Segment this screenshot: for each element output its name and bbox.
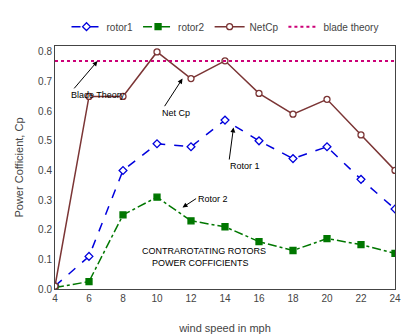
svg-text:0.1: 0.1 <box>38 254 52 265</box>
svg-text:4: 4 <box>52 293 58 304</box>
svg-text:blade theory: blade theory <box>323 22 378 33</box>
svg-text:0.2: 0.2 <box>38 224 52 235</box>
svg-text:0.6: 0.6 <box>38 106 52 117</box>
svg-text:0.8: 0.8 <box>38 46 52 57</box>
svg-text:0.3: 0.3 <box>38 195 52 206</box>
svg-text:wind speed in mph: wind speed in mph <box>178 322 271 334</box>
svg-text:8: 8 <box>120 293 126 304</box>
svg-text:22: 22 <box>355 293 367 304</box>
svg-text:Power Cofficient, Cp: Power Cofficient, Cp <box>13 117 25 217</box>
svg-text:20: 20 <box>321 293 333 304</box>
svg-text:14: 14 <box>219 293 231 304</box>
svg-text:12: 12 <box>185 293 197 304</box>
svg-text:24: 24 <box>389 293 401 304</box>
svg-text:18: 18 <box>287 293 299 304</box>
svg-text:0.5: 0.5 <box>38 135 52 146</box>
svg-text:16: 16 <box>253 293 265 304</box>
svg-text:10: 10 <box>151 293 163 304</box>
svg-text:Rotor 2: Rotor 2 <box>198 194 228 204</box>
svg-text:Net Cp: Net Cp <box>162 108 190 118</box>
svg-text:0.0: 0.0 <box>38 284 52 295</box>
svg-text:Blade Theory: Blade Theory <box>71 90 125 100</box>
svg-text:rotor2: rotor2 <box>178 22 205 33</box>
svg-text:rotor1: rotor1 <box>107 22 134 33</box>
svg-text:0.7: 0.7 <box>38 76 52 87</box>
svg-text:CONTRAROTATING ROTORS POWER: CONTRAROTATING ROTORS POWER COFFICIENTS <box>142 246 266 268</box>
svg-text:NetCp: NetCp <box>250 22 279 33</box>
svg-text:0.4: 0.4 <box>38 165 52 176</box>
svg-text:6: 6 <box>86 293 92 304</box>
svg-text:Rotor 1: Rotor 1 <box>230 161 260 171</box>
